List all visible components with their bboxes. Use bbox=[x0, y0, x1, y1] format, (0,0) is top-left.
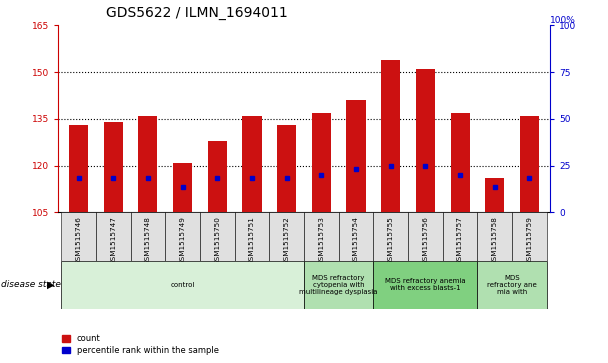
Bar bbox=[312, 113, 331, 212]
Bar bbox=[339, 212, 373, 261]
Text: disease state: disease state bbox=[1, 281, 60, 289]
Bar bbox=[485, 178, 504, 212]
Bar bbox=[451, 113, 469, 212]
Bar bbox=[173, 163, 192, 212]
Bar bbox=[165, 212, 200, 261]
Text: GSM1515753: GSM1515753 bbox=[319, 216, 324, 265]
Text: GSM1515746: GSM1515746 bbox=[75, 216, 81, 265]
Bar bbox=[512, 212, 547, 261]
Text: MDS refractory anemia
with excess blasts-1: MDS refractory anemia with excess blasts… bbox=[385, 278, 466, 291]
Bar bbox=[104, 122, 123, 212]
Bar bbox=[277, 125, 296, 212]
Text: GSM1515751: GSM1515751 bbox=[249, 216, 255, 265]
Bar bbox=[408, 212, 443, 261]
Text: GSM1515747: GSM1515747 bbox=[110, 216, 116, 265]
Bar bbox=[477, 212, 512, 261]
Text: GSM1515757: GSM1515757 bbox=[457, 216, 463, 265]
Bar bbox=[235, 212, 269, 261]
Bar bbox=[269, 212, 304, 261]
Bar bbox=[443, 212, 477, 261]
Text: GSM1515752: GSM1515752 bbox=[284, 216, 289, 265]
Bar bbox=[373, 261, 477, 309]
Bar bbox=[381, 60, 400, 212]
Text: control: control bbox=[170, 282, 195, 288]
Text: GDS5622 / ILMN_1694011: GDS5622 / ILMN_1694011 bbox=[106, 6, 288, 20]
Text: GSM1515754: GSM1515754 bbox=[353, 216, 359, 265]
Text: GSM1515748: GSM1515748 bbox=[145, 216, 151, 265]
Text: GSM1515749: GSM1515749 bbox=[179, 216, 185, 265]
Bar bbox=[131, 212, 165, 261]
Bar bbox=[139, 116, 157, 212]
Legend: count, percentile rank within the sample: count, percentile rank within the sample bbox=[62, 334, 219, 355]
Bar bbox=[61, 212, 96, 261]
Text: MDS
refractory ane
mia with: MDS refractory ane mia with bbox=[487, 275, 537, 295]
Text: GSM1515750: GSM1515750 bbox=[214, 216, 220, 265]
Bar bbox=[200, 212, 235, 261]
Bar bbox=[520, 116, 539, 212]
Text: MDS refractory
cytopenia with
multilineage dysplasia: MDS refractory cytopenia with multilinea… bbox=[299, 275, 378, 295]
Bar bbox=[69, 125, 88, 212]
Bar bbox=[208, 141, 227, 212]
Bar bbox=[243, 116, 261, 212]
Bar bbox=[304, 212, 339, 261]
Bar bbox=[477, 261, 547, 309]
Bar bbox=[304, 261, 373, 309]
Text: 100%: 100% bbox=[550, 16, 576, 25]
Bar bbox=[416, 69, 435, 212]
Text: GSM1515758: GSM1515758 bbox=[492, 216, 498, 265]
Text: GSM1515759: GSM1515759 bbox=[527, 216, 533, 265]
Bar bbox=[347, 100, 365, 212]
Bar bbox=[373, 212, 408, 261]
Text: GSM1515756: GSM1515756 bbox=[423, 216, 429, 265]
Text: GSM1515755: GSM1515755 bbox=[388, 216, 394, 265]
Text: ▶: ▶ bbox=[47, 280, 55, 290]
Bar bbox=[96, 212, 131, 261]
Bar bbox=[61, 261, 304, 309]
